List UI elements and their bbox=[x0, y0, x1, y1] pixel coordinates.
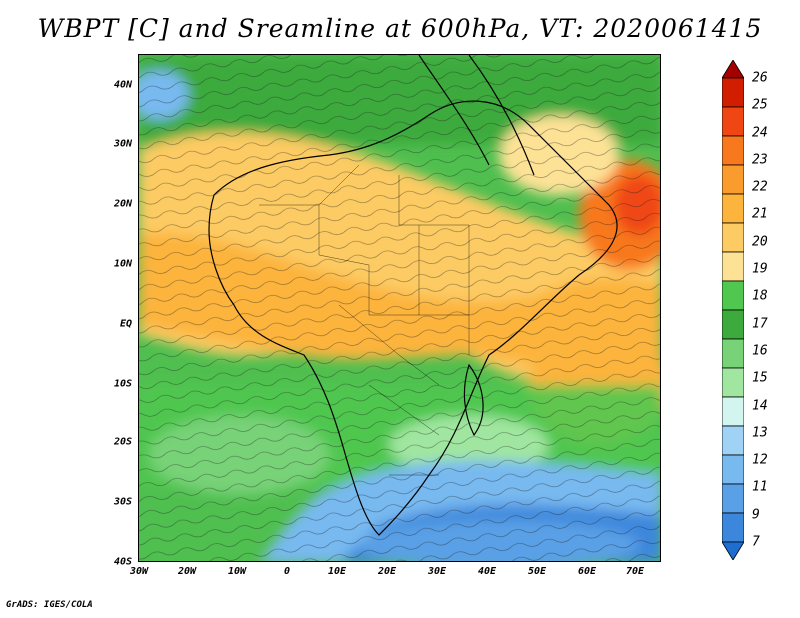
coastlines bbox=[208, 55, 618, 536]
colorbar-segment bbox=[722, 77, 744, 108]
colorbar-segment bbox=[722, 106, 744, 137]
colorbar-segment bbox=[722, 338, 744, 369]
colorbar-tick-label: 18 bbox=[752, 288, 768, 304]
lon-label: 60E bbox=[577, 566, 597, 577]
colorbar-tick-label: 14 bbox=[752, 398, 768, 414]
colorbar-tick-label: 25 bbox=[752, 97, 768, 113]
colorbar-tick-label: 12 bbox=[752, 452, 768, 468]
colorbar-tick-label: 11 bbox=[752, 479, 768, 495]
colorbar-segment bbox=[722, 193, 744, 224]
colorbar-segment bbox=[722, 483, 744, 514]
colorbar-segment bbox=[722, 222, 744, 253]
colorbar bbox=[722, 60, 744, 560]
colorbar-tick-label: 22 bbox=[752, 179, 768, 195]
colorbar-segment bbox=[722, 454, 744, 485]
lon-label: 0 bbox=[283, 566, 291, 577]
lon-label: 20W bbox=[177, 566, 197, 577]
chart-title: WBPT [C] and Sreamline at 600hPa, VT: 20… bbox=[37, 14, 763, 43]
wbpt-field-map bbox=[139, 55, 660, 561]
footer-credit: GrADS: IGES/COLA bbox=[6, 600, 93, 610]
colorbar-segment bbox=[722, 60, 744, 79]
colorbar-segment bbox=[722, 280, 744, 311]
colorbar-tick-label: 7 bbox=[752, 534, 760, 550]
lon-label: 50E bbox=[527, 566, 547, 577]
lat-label: 10N bbox=[113, 258, 132, 270]
lat-label: 20N bbox=[113, 198, 132, 210]
colorbar-tick-label: 9 bbox=[752, 507, 760, 523]
lon-label: 40E bbox=[477, 566, 497, 577]
colorbar-segment bbox=[722, 367, 744, 398]
colorbar-segments bbox=[722, 60, 744, 560]
colorbar-tick-label: 15 bbox=[752, 370, 768, 386]
colorbar-segment bbox=[722, 309, 744, 340]
colorbar-tick-label: 20 bbox=[752, 234, 768, 250]
colorbar-tick-label: 24 bbox=[752, 125, 768, 141]
country-borders bbox=[259, 164, 470, 476]
lon-label: 70E bbox=[625, 566, 645, 577]
colorbar-tick-label: 13 bbox=[752, 425, 768, 441]
colorbar-tick-label: 16 bbox=[752, 343, 768, 359]
colorbar-tick-label: 19 bbox=[752, 261, 768, 277]
map-panel bbox=[138, 54, 661, 562]
colorbar-segment bbox=[722, 251, 744, 282]
lon-label: 10W bbox=[227, 566, 247, 577]
colorbar-segment bbox=[722, 512, 744, 543]
lon-label: 30E bbox=[427, 566, 447, 577]
lon-label: 20E bbox=[377, 566, 397, 577]
lon-label: 30W bbox=[129, 566, 149, 577]
colorbar-tick-label: 17 bbox=[752, 316, 768, 332]
lat-label: 30N bbox=[113, 138, 132, 150]
colorbar-segment bbox=[722, 541, 744, 560]
lat-label: 20S bbox=[113, 436, 132, 448]
colorbar-tick-label: 26 bbox=[752, 70, 768, 86]
colorbar-segment bbox=[722, 396, 744, 427]
colorbar-tick-label: 23 bbox=[752, 152, 768, 168]
lat-label: EQ bbox=[119, 318, 132, 330]
colorbar-segment bbox=[722, 164, 744, 195]
lat-label: 30S bbox=[113, 496, 132, 508]
colorbar-tick-label: 21 bbox=[752, 206, 768, 222]
lat-label: 10S bbox=[113, 378, 132, 390]
colorbar-segment bbox=[722, 135, 744, 166]
lon-label: 10E bbox=[327, 566, 347, 577]
colorbar-segment bbox=[722, 425, 744, 456]
lat-label: 40N bbox=[113, 79, 132, 91]
lat-label: 40S bbox=[113, 556, 132, 568]
streamlines-overlay bbox=[139, 55, 660, 561]
